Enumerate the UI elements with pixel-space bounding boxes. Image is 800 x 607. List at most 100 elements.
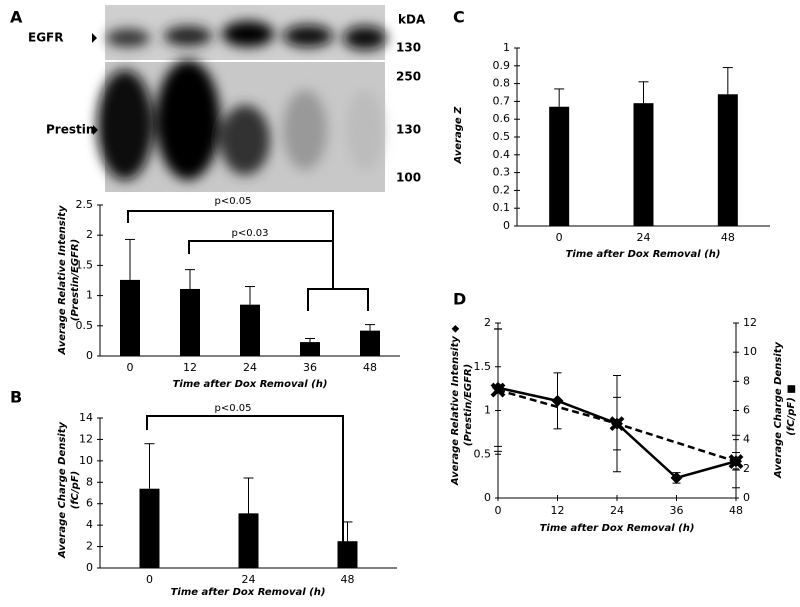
bar xyxy=(180,288,200,356)
x-tick-label: 24 xyxy=(637,231,651,244)
bar xyxy=(633,103,654,226)
axis-title: Average Relative Intensity xyxy=(57,205,68,355)
x-tick-label: 48 xyxy=(341,573,355,586)
x-tick-label: 0 xyxy=(146,573,153,586)
error-bar xyxy=(722,67,733,95)
bar xyxy=(360,330,380,356)
y-tick-label: 0.7 xyxy=(493,94,511,107)
error-bar xyxy=(243,477,254,514)
y-tick-label: 1 xyxy=(484,404,491,417)
axis-title: Time after Dox Removal (h) xyxy=(171,587,326,598)
error-bar xyxy=(365,324,375,331)
arrow xyxy=(92,33,97,43)
y-tick-label: 8 xyxy=(86,475,93,488)
axis-title: Time after Dox Removal (h) xyxy=(173,379,328,390)
marker xyxy=(609,416,625,432)
marker-label: 100 xyxy=(396,171,421,185)
y-tick-label: 6 xyxy=(86,497,93,510)
marker xyxy=(728,454,744,469)
error-bar xyxy=(245,286,255,305)
annotation: p<0.05 xyxy=(215,403,252,414)
axis-title: (fC/pF) xyxy=(70,471,81,509)
bar xyxy=(139,488,160,568)
y-tick-label: 0 xyxy=(86,349,93,362)
y-tick-label: 0.5 xyxy=(474,447,492,460)
bar xyxy=(238,513,259,568)
error-bar xyxy=(342,521,353,542)
y-tick-label: 0.4 xyxy=(493,148,511,161)
y-tick-label: 2 xyxy=(743,462,750,475)
y-tick-label: 2 xyxy=(484,316,491,329)
x-tick-label: 24 xyxy=(610,504,624,517)
bar xyxy=(717,94,738,226)
x-tick-label: 48 xyxy=(729,504,743,517)
marker xyxy=(551,394,564,407)
error-bar xyxy=(125,238,135,280)
marker xyxy=(670,471,683,484)
y-tick-label: 0.8 xyxy=(493,77,511,90)
x-tick-label: 36 xyxy=(303,361,317,374)
y-tick-label: 1 xyxy=(86,289,93,302)
x-tick-label: 24 xyxy=(243,361,257,374)
x-tick-label: 24 xyxy=(242,573,256,586)
significance-brackets xyxy=(127,210,369,545)
axis-title: Average Charge Density xyxy=(57,422,68,560)
x-tick-label: 0 xyxy=(556,231,563,244)
marker xyxy=(490,382,506,398)
y-tick-label: 1.5 xyxy=(76,258,94,271)
bar xyxy=(337,541,358,568)
bar xyxy=(240,304,260,356)
y-tick-label: 0.1 xyxy=(493,201,511,214)
y-tick-label: 0.5 xyxy=(493,130,511,143)
blot-unit: kDA xyxy=(398,13,426,27)
bar xyxy=(549,106,570,226)
axis-title: Time after Dox Removal (h) xyxy=(566,249,721,260)
error-bar xyxy=(185,269,195,289)
x-tick-label: 36 xyxy=(670,504,684,517)
arrow xyxy=(93,125,98,135)
error-bar xyxy=(638,81,649,104)
y-tick-label: 2.5 xyxy=(76,198,94,211)
y-tick-label: 4 xyxy=(86,518,93,531)
error-bar xyxy=(554,88,565,107)
axis-title: Average Relative Intensity ◆ xyxy=(450,325,461,486)
y-tick-label: 0.6 xyxy=(493,112,511,125)
y-tick-label: 0 xyxy=(503,219,510,232)
y-tick-label: 1 xyxy=(503,41,510,54)
blot-label: EGFR xyxy=(28,31,63,45)
x-tick-label: 12 xyxy=(551,504,565,517)
marker-label: 250 xyxy=(396,70,421,84)
axis-title: Average Z xyxy=(453,106,464,165)
blot-label: Prestin xyxy=(46,123,94,137)
panel-letter: A xyxy=(10,8,23,27)
panel-letter: B xyxy=(10,388,22,407)
bar xyxy=(120,279,140,356)
marker-label: 130 xyxy=(396,123,421,137)
y-tick-label: 0 xyxy=(743,491,750,504)
x-tick-label: 48 xyxy=(363,361,377,374)
x-tick-label: 48 xyxy=(721,231,735,244)
y-tick-label: 2 xyxy=(86,228,93,241)
y-tick-label: 14 xyxy=(79,411,93,424)
marker-label: 130 xyxy=(396,41,421,55)
y-tick-label: 0 xyxy=(86,561,93,574)
annotation: p<0.03 xyxy=(232,228,269,239)
x-tick-label: 0 xyxy=(495,504,502,517)
y-tick-label: 8 xyxy=(743,374,750,387)
y-tick-label: 6 xyxy=(743,404,750,417)
error-bar xyxy=(305,337,315,343)
y-tick-label: 0 xyxy=(484,491,491,504)
x-tick-label: 0 xyxy=(127,361,134,374)
y-tick-label: 4 xyxy=(743,433,750,446)
axis-title: (Prestin/EGFR) xyxy=(70,239,81,321)
y-tick-label: 0.3 xyxy=(493,166,511,179)
axis-title: (fC/pF) ■ xyxy=(786,384,797,435)
y-tick-label: 1.5 xyxy=(474,360,492,373)
y-tick-label: 2 xyxy=(86,540,93,553)
blot-image xyxy=(97,5,387,192)
error-bar xyxy=(144,443,155,489)
y-tick-label: 10 xyxy=(79,454,93,467)
axis-title: Average Charge Density xyxy=(773,342,784,480)
panel-letter: C xyxy=(453,8,465,27)
